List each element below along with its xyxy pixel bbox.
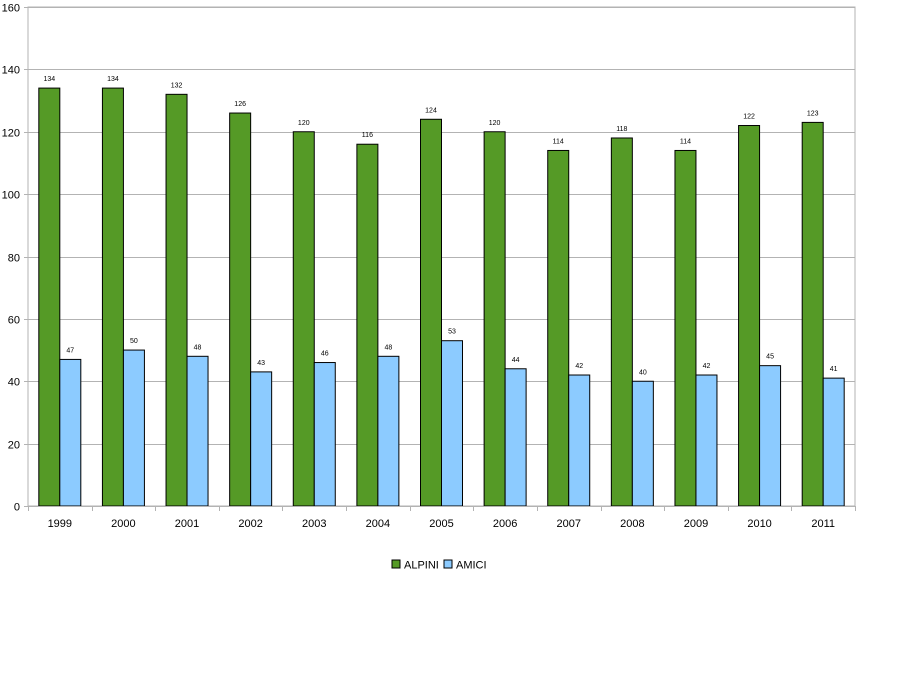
y-tick-label-0: 0 <box>14 502 20 514</box>
data-label-amici-2002: 43 <box>257 360 265 367</box>
bar-amici-2008 <box>631 380 654 507</box>
x-tick-label-2004: 2004 <box>366 518 390 530</box>
bar-amici-1999 <box>59 358 82 507</box>
data-label-alpini-2006: 120 <box>489 120 501 127</box>
legend-label-alpini: ALPINI <box>404 560 439 572</box>
data-label-alpini-2007: 114 <box>553 138 564 145</box>
y-tick-label-140: 140 <box>2 65 20 77</box>
bar-amici-2003 <box>313 362 336 507</box>
bar-alpini-2011 <box>801 121 824 507</box>
bar-amici-2001 <box>186 355 209 507</box>
bar-alpini-2001 <box>165 93 188 507</box>
y-tick-label-120: 120 <box>2 128 20 140</box>
bar-alpini-2005 <box>420 118 442 507</box>
y-tick-label-100: 100 <box>2 190 20 202</box>
x-tick-label-2010: 2010 <box>747 518 771 530</box>
bar-alpini-2003 <box>292 131 315 507</box>
data-label-alpini-2003: 120 <box>298 120 310 127</box>
data-label-alpini-2005: 124 <box>425 107 437 114</box>
x-tick-label-2006: 2006 <box>493 518 517 530</box>
bar-alpini-2000 <box>101 87 124 507</box>
x-tick-label-2000: 2000 <box>111 518 135 530</box>
bar-alpini-2004 <box>356 143 379 507</box>
data-label-alpini-2010: 122 <box>743 114 755 121</box>
bar-amici-2010 <box>759 365 782 507</box>
bar-amici-2004 <box>377 355 400 507</box>
bar-amici-2000 <box>122 349 145 507</box>
y-tick-label-60: 60 <box>8 315 20 327</box>
y-tick-label-40: 40 <box>8 377 20 389</box>
bar-amici-2002 <box>250 371 273 507</box>
x-tick-label-2011: 2011 <box>811 518 835 530</box>
bar-amici-2009 <box>695 374 718 507</box>
bar-amici-2005 <box>441 340 463 507</box>
data-label-alpini-1999: 134 <box>43 76 55 83</box>
legend: ALPINI AMICI <box>391 559 487 572</box>
data-label-amici-2004: 48 <box>384 344 392 351</box>
x-tick-label-2003: 2003 <box>302 518 326 530</box>
bar-amici-2007 <box>568 374 591 507</box>
bar-alpini-2002 <box>229 112 252 507</box>
x-tick-label-2008: 2008 <box>620 518 644 530</box>
data-label-amici-2001: 48 <box>194 344 202 351</box>
data-label-amici-2006: 44 <box>512 357 520 364</box>
y-tick-label-160: 160 <box>2 3 20 15</box>
bar-alpini-1999 <box>38 87 61 507</box>
bar-amici-2006 <box>504 368 527 507</box>
data-label-amici-2011: 41 <box>830 366 838 373</box>
axes: 0 20 40 60 80 100 120 140 160 1999 2000 2001 2002 200… <box>2 3 856 530</box>
x-tick-label-2005: 2005 <box>429 518 453 530</box>
data-label-alpini-2000: 134 <box>107 76 119 83</box>
x-tick-label-2001: 2001 <box>175 518 199 530</box>
bar-alpini-2010 <box>738 125 761 507</box>
data-label-amici-2000: 50 <box>130 338 138 345</box>
data-label-amici-2009: 42 <box>703 363 711 370</box>
y-tick-label-20: 20 <box>8 440 20 452</box>
data-label-amici-2008: 40 <box>639 369 647 376</box>
bar-alpini-2008 <box>610 137 633 507</box>
y-tick-label-80: 80 <box>8 253 20 265</box>
x-tick-label-2009: 2009 <box>684 518 708 530</box>
legend-swatch-amici <box>443 559 453 569</box>
bar-amici-2011 <box>822 377 845 507</box>
bar-alpini-2007 <box>547 149 570 507</box>
data-label-amici-2003: 46 <box>321 351 329 358</box>
data-label-amici-2010: 45 <box>766 354 774 361</box>
data-label-alpini-2008: 118 <box>616 126 627 133</box>
x-tick-label-2007: 2007 <box>556 518 580 530</box>
data-label-alpini-2011: 123 <box>807 110 819 117</box>
legend-label-amici: AMICI <box>456 560 487 572</box>
data-label-alpini-2002: 126 <box>234 101 246 108</box>
data-label-alpini-2004: 116 <box>362 132 373 139</box>
bar-alpini-2006 <box>483 131 506 507</box>
data-label-amici-2005: 53 <box>448 329 456 336</box>
x-tick-label-1999: 1999 <box>48 518 72 530</box>
bar-alpini-2009 <box>674 149 697 507</box>
legend-swatch-alpini <box>391 559 401 569</box>
data-label-amici-2007: 42 <box>575 363 583 370</box>
data-label-alpini-2009: 114 <box>680 138 691 145</box>
data-label-alpini-2001: 132 <box>171 82 183 89</box>
bars: 134 47 134 50 132 48 126 43 120 46 116 48 124 53 120 44… <box>38 76 845 507</box>
data-label-amici-1999: 47 <box>66 347 74 354</box>
x-tick-label-2002: 2002 <box>238 518 262 530</box>
